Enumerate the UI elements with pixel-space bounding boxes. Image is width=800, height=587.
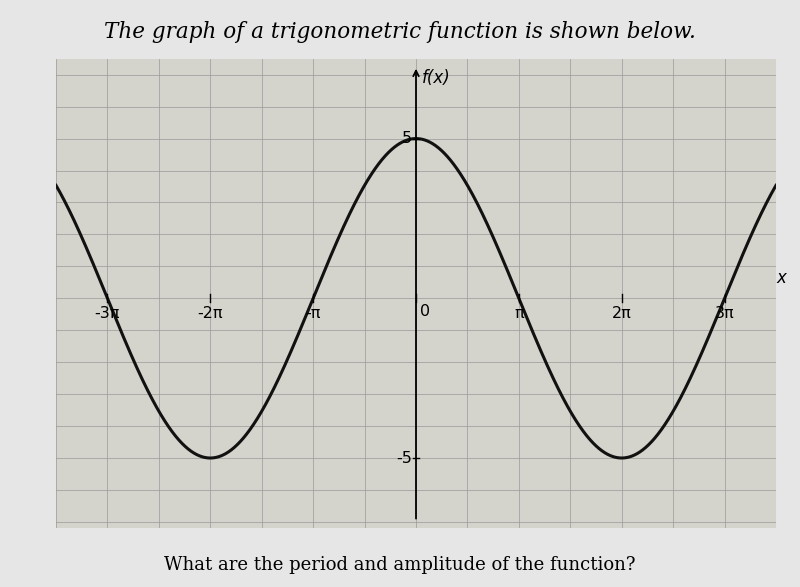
Text: x: x bbox=[777, 269, 786, 287]
Text: 2π: 2π bbox=[612, 306, 631, 321]
Text: -5: -5 bbox=[396, 450, 412, 465]
Text: 3π: 3π bbox=[714, 306, 734, 321]
Text: f(x): f(x) bbox=[422, 69, 450, 87]
Text: What are the period and amplitude of the function?: What are the period and amplitude of the… bbox=[164, 556, 636, 574]
Text: -π: -π bbox=[306, 306, 321, 321]
Text: 5: 5 bbox=[402, 131, 412, 146]
Text: -3π: -3π bbox=[94, 306, 120, 321]
Text: π: π bbox=[514, 306, 524, 321]
Text: -2π: -2π bbox=[198, 306, 223, 321]
Text: The graph of a trigonometric function is shown below.: The graph of a trigonometric function is… bbox=[104, 21, 696, 42]
Text: 0: 0 bbox=[420, 304, 430, 319]
